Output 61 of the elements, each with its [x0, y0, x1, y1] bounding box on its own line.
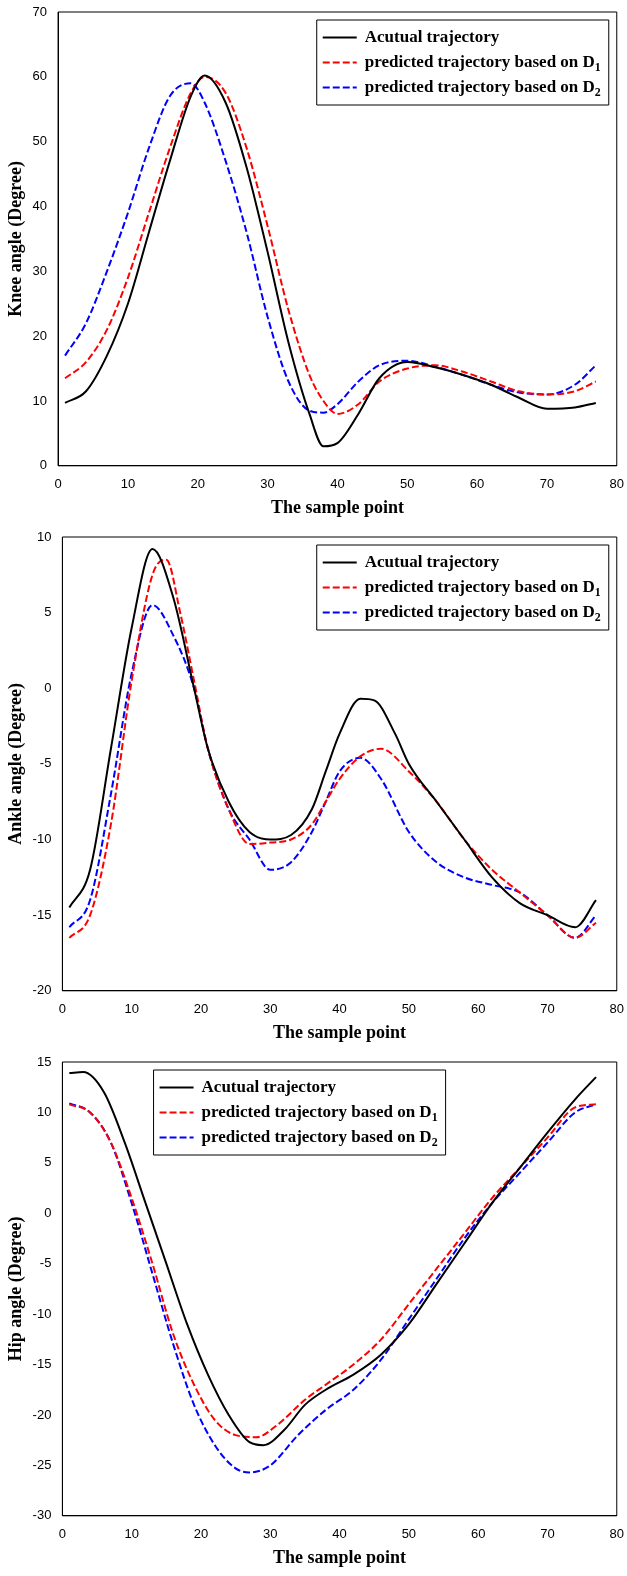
x-tick-label: 60	[470, 1001, 486, 1017]
x-tick-label: 20	[193, 1526, 209, 1542]
x-axis-title: The sample point	[273, 1546, 407, 1567]
y-tick-label: 0	[39, 457, 48, 473]
legend-label: Acutual trajectory	[364, 551, 500, 571]
y-tick-label: 5	[44, 604, 52, 620]
y-tick-label: 10	[36, 1104, 52, 1119]
y-axis-title: Ankle angle (Degree)	[5, 683, 27, 845]
x-tick-label: 70	[540, 1001, 555, 1017]
y-tick-label: 10	[32, 392, 48, 408]
y-tick-label: 10	[36, 528, 52, 544]
x-tick-label: 70	[540, 1526, 555, 1542]
x-tick-label: 60	[469, 476, 485, 492]
y-tick-label: -20	[32, 982, 52, 998]
y-tick-label: -15	[32, 906, 52, 922]
x-tick-label: 20	[193, 1001, 209, 1017]
x-axis-title: The sample point	[270, 496, 404, 517]
x-tick-label: 50	[401, 1526, 417, 1542]
x-tick-label: 70	[539, 476, 555, 492]
x-tick-label: 20	[190, 476, 205, 492]
x-tick-label: 10	[120, 476, 136, 492]
y-tick-label: 0	[44, 1204, 52, 1220]
y-tick-label: 15	[36, 1053, 52, 1069]
legend-label: Acutual trajectory	[364, 26, 500, 46]
y-tick-label: -10	[32, 831, 52, 847]
y-tick-label: 70	[32, 3, 48, 19]
x-tick-label: 40	[332, 1526, 347, 1542]
y-tick-label: -20	[32, 1406, 52, 1422]
x-axis-title: The sample point	[273, 1021, 407, 1042]
y-axis-title: Knee angle (Degree)	[5, 161, 27, 317]
y-tick-label: 60	[32, 68, 48, 84]
y-tick-label: -25	[32, 1456, 52, 1472]
x-tick-label: 30	[260, 476, 275, 492]
x-tick-label: 10	[124, 1526, 139, 1542]
x-tick-label: 80	[609, 476, 624, 492]
x-tick-label: 80	[609, 1001, 624, 1017]
legend-label: Acutual trajectory	[201, 1076, 337, 1096]
y-tick-label: -10	[32, 1305, 52, 1321]
x-tick-label: 30	[263, 1001, 278, 1017]
y-tick-label: 40	[32, 198, 48, 214]
y-tick-label: 20	[32, 327, 48, 343]
y-tick-label: 5	[44, 1154, 52, 1170]
x-tick-label: 80	[609, 1526, 624, 1542]
x-tick-label: 0	[58, 1526, 67, 1542]
x-tick-label: 10	[124, 1001, 139, 1017]
x-tick-label: 50	[401, 1001, 417, 1017]
x-tick-label: 40	[330, 476, 345, 492]
x-tick-label: 0	[58, 1001, 67, 1017]
x-tick-label: 60	[470, 1526, 486, 1542]
y-tick-label: -15	[32, 1356, 52, 1372]
y-tick-label: -5	[39, 1255, 52, 1271]
y-tick-label: 0	[44, 679, 52, 695]
y-axis-title: Hip angle (Degree)	[5, 1216, 27, 1362]
y-tick-label: -30	[32, 1507, 52, 1523]
x-tick-label: 30	[263, 1526, 278, 1542]
x-tick-label: 0	[54, 476, 62, 492]
y-tick-label: 30	[32, 262, 48, 278]
y-tick-label: 50	[32, 133, 48, 149]
y-tick-label: -5	[39, 755, 52, 771]
x-tick-label: 40	[332, 1001, 347, 1017]
x-tick-label: 50	[400, 476, 415, 492]
